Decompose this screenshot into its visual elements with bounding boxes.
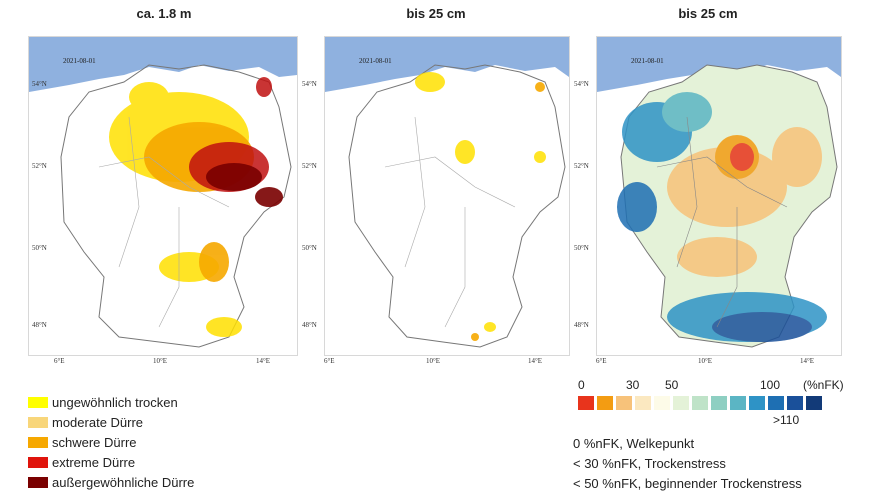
note-welkepunkt: 0 %nFK, Welkepunkt [573, 436, 695, 451]
scale-swatch [635, 396, 651, 410]
scale-label-0: 0 [578, 378, 585, 392]
scale-swatch [768, 396, 784, 410]
lat-label-52-map3: 52°N [574, 162, 589, 170]
map-3-graphic [597, 37, 841, 355]
scale-swatch [692, 396, 708, 410]
lon-label-6-map3: 6°E [596, 357, 607, 365]
lon-label-14-map3: 14°E [800, 357, 815, 365]
lon-label-14-map1: 14°E [256, 357, 271, 365]
drought-legend: ungewöhnlich trocken moderate Dürre schw… [28, 392, 194, 492]
lon-label-10-map1: 10°E [153, 357, 168, 365]
legend-label: ungewöhnlich trocken [52, 394, 178, 410]
legend-label: schwere Dürre [52, 434, 137, 450]
legend-row: extreme Dürre [28, 452, 194, 472]
legend-row: moderate Dürre [28, 412, 194, 432]
map-date-2: 2021-08-01 [359, 57, 392, 65]
scale-label-100: 100 [760, 378, 781, 392]
scale-swatch [578, 396, 594, 410]
lon-label-6-map2: 6°E [324, 357, 335, 365]
legend-label: außergewöhnliche Dürre [52, 474, 195, 490]
lat-label-50-map2: 50°N [302, 244, 317, 252]
legend-row: ungewöhnlich trocken [28, 392, 194, 412]
lat-label-52-map1: 52°N [32, 162, 47, 170]
map-panel-3: 2021-08-01 [596, 36, 842, 356]
panel-title-3: bis 25 cm [678, 6, 738, 21]
lon-label-10-map3: 10°E [698, 357, 713, 365]
legend-swatch [28, 416, 48, 428]
note-trockenstress: < 30 %nFK, Trockenstress [573, 456, 726, 471]
scale-swatch [787, 396, 803, 410]
map-2-graphic [325, 37, 569, 355]
lat-label-50-map3: 50°N [574, 244, 589, 252]
scale-swatch [616, 396, 632, 410]
lat-label-48-map2: 48°N [302, 321, 317, 329]
lon-label-14-map2: 14°E [528, 357, 543, 365]
lat-label-48-map3: 48°N [574, 321, 589, 329]
scale-swatch [654, 396, 670, 410]
lon-label-10-map2: 10°E [426, 357, 441, 365]
scale-swatch [673, 396, 689, 410]
scale-swatch [711, 396, 727, 410]
lat-label-50-map1: 50°N [32, 244, 47, 252]
legend-swatch [28, 436, 48, 448]
scale-label-max: >110 [773, 413, 800, 427]
legend-swatch [28, 476, 48, 488]
scale-swatch [597, 396, 613, 410]
map-panel-2: 2021-08-01 [324, 36, 570, 356]
lat-label-54-map2: 54°N [302, 80, 317, 88]
lat-label-48-map1: 48°N [32, 321, 47, 329]
scale-swatch [730, 396, 746, 410]
legend-label: extreme Dürre [52, 454, 136, 470]
scale-swatch [749, 396, 765, 410]
panel-title-2: bis 25 cm [406, 6, 466, 21]
legend-label: moderate Dürre [52, 414, 144, 430]
legend-swatch [28, 456, 48, 468]
legend-swatch [28, 396, 48, 408]
legend-row: außergewöhnliche Dürre [28, 472, 194, 492]
scale-unit: (%nFK) [803, 378, 844, 392]
scale-swatch [806, 396, 822, 410]
lat-label-52-map2: 52°N [302, 162, 317, 170]
legend-row: schwere Dürre [28, 432, 194, 452]
scale-label-30: 30 [626, 378, 640, 392]
lon-label-6-map1: 6°E [54, 357, 65, 365]
note-beginnender-trockenstress: < 50 %nFK, beginnender Trockenstress [573, 476, 802, 491]
map-date-3: 2021-08-01 [631, 57, 664, 65]
map-panel-1: 2021-08-01 [28, 36, 298, 356]
lat-label-54-map3: 54°N [574, 80, 589, 88]
lat-label-54-map1: 54°N [32, 80, 47, 88]
map-1-graphic [29, 37, 297, 355]
panel-title-1: ca. 1.8 m [136, 6, 192, 21]
scale-label-50: 50 [665, 378, 679, 392]
map-date-1: 2021-08-01 [63, 57, 96, 65]
